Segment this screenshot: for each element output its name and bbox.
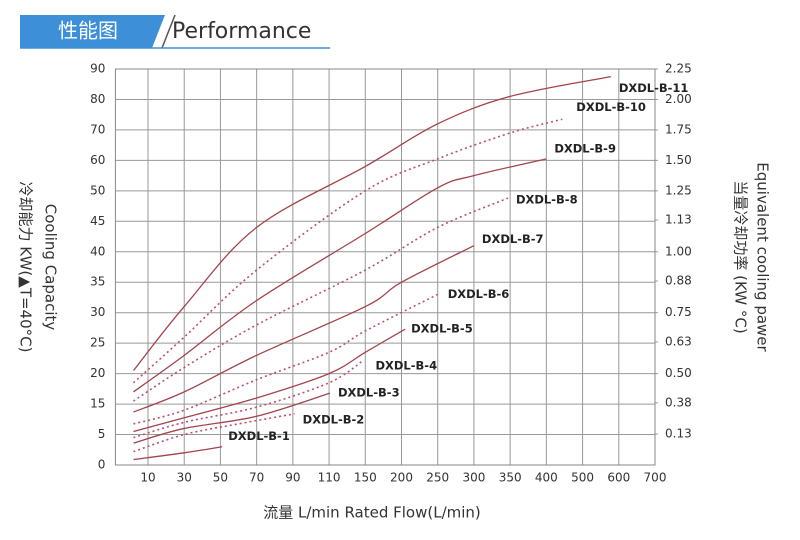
series-label: DXDL-B-1 <box>228 429 290 443</box>
x-tick-label: 110 <box>318 471 341 485</box>
y-tick-label: 35 <box>90 275 105 289</box>
x-tick-label: 150 <box>354 471 377 485</box>
y-tick-label: 40 <box>90 244 105 258</box>
curve <box>133 293 439 425</box>
y-tick-label: 25 <box>90 336 105 350</box>
x-axis-label: 流量 L/min Rated Flow(L/min) <box>263 504 481 522</box>
x-tick-label: 350 <box>499 471 522 485</box>
series-label: DXDL-B-9 <box>554 141 616 155</box>
y2-tick-label: 1.00 <box>665 244 692 258</box>
y2-tick-label: 0.50 <box>665 366 692 380</box>
y2-tick-label: 2.00 <box>665 92 692 106</box>
y2-tick-label: 1.50 <box>665 153 692 167</box>
curve <box>133 359 364 439</box>
header-divider <box>161 14 176 49</box>
header-tab <box>20 15 165 48</box>
x-tick-label: 700 <box>644 471 667 485</box>
curve <box>133 392 331 444</box>
curve <box>133 158 547 393</box>
curve <box>133 197 509 402</box>
y2-tick-label: 0.38 <box>665 395 692 409</box>
x-tick-label: 300 <box>462 471 485 485</box>
y-tick-label: 5 <box>98 427 106 441</box>
y2-tick-label: 0.63 <box>665 334 692 348</box>
y-tick-label: 30 <box>90 305 105 319</box>
x-tick-label: 30 <box>177 471 192 485</box>
series-label: DXDL-B-7 <box>482 232 544 246</box>
x-tick-label: 500 <box>571 471 594 485</box>
y-tick-label: 20 <box>90 366 105 380</box>
y-axis-label: Cooling Capacity <box>42 204 60 331</box>
y2-tick-label: 0.88 <box>665 274 692 288</box>
series-label: DXDL-B-2 <box>303 412 365 426</box>
series-label: DXDL-B-11 <box>619 81 689 95</box>
x-tick-label: 400 <box>535 471 558 485</box>
y2-tick-label: 1.25 <box>665 183 692 197</box>
y2-tick-label: 2.25 <box>665 62 692 76</box>
series-label: DXDL-B-8 <box>516 193 578 207</box>
curve <box>133 328 406 433</box>
y-tick-label: 15 <box>90 397 105 411</box>
curve <box>133 446 223 461</box>
y2-tick-label: 0.75 <box>665 305 692 319</box>
series-label: DXDL-B-4 <box>375 359 437 373</box>
x-tick-label: 90 <box>285 471 300 485</box>
curve <box>133 75 611 371</box>
x-tick-label: 10 <box>140 471 155 485</box>
series-label: DXDL-B-3 <box>338 386 400 400</box>
x-tick-label: 250 <box>426 471 449 485</box>
x-tick-label: 200 <box>390 471 413 485</box>
curve <box>133 413 295 453</box>
y-tick-label: 70 <box>90 122 105 136</box>
series-label: DXDL-B-10 <box>576 100 646 114</box>
series-label: DXDL-B-5 <box>411 322 473 336</box>
header-tab-text: 性能图 <box>58 19 118 43</box>
y-tick-label: 90 <box>90 62 105 76</box>
y2-tick-label: 1.13 <box>665 213 692 227</box>
y2-axis-label: Equivalent cooling pawer <box>754 162 772 352</box>
curve <box>133 245 475 413</box>
x-tick-label: 50 <box>213 471 228 485</box>
y-tick-label: 50 <box>90 183 105 197</box>
y2-tick-label: 1.75 <box>665 122 692 136</box>
series-label: DXDL-B-6 <box>448 287 510 301</box>
y2-tick-label: 0.13 <box>665 426 692 440</box>
y-tick-label: 80 <box>90 92 105 106</box>
y-tick-label: 60 <box>90 153 105 167</box>
x-tick-label: 600 <box>607 471 630 485</box>
y-tick-label: 0 <box>98 458 106 472</box>
y-tick-label: 45 <box>90 214 105 228</box>
x-tick-label: 70 <box>249 471 264 485</box>
plot-border <box>114 68 656 466</box>
y-axis-label: 冷却能力 KW(▲T=40°C) <box>17 182 35 353</box>
header-title: Performance <box>172 19 311 44</box>
y2-axis-label: 当量冷却功率 (KW °C) <box>732 180 750 333</box>
